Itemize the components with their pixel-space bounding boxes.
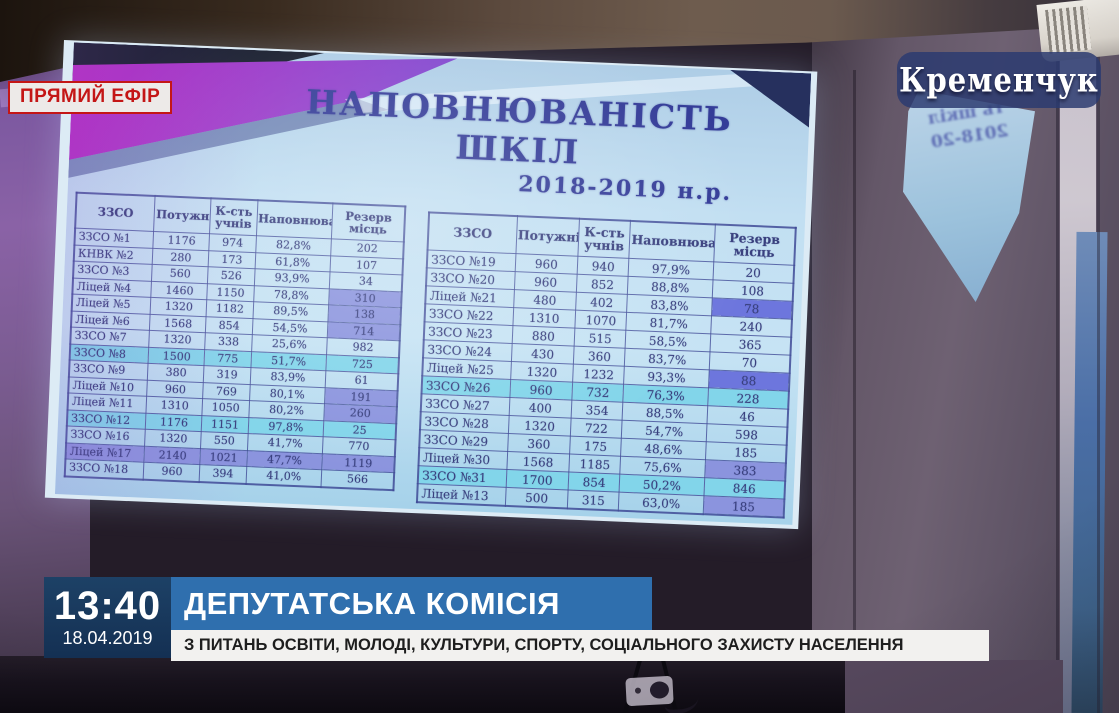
table-cell: 1070 xyxy=(574,310,627,331)
broadcast-date: 18.04.2019 xyxy=(62,627,153,648)
table-cell: 360 xyxy=(573,346,626,367)
column-header: Наповнюваність xyxy=(255,200,334,239)
presentation-slide: НАПОВНЮВАНІСТЬ ШКІЛ 2018-2019 н.р. ЗЗСО П… xyxy=(54,42,812,525)
table-cell: 974 xyxy=(209,233,256,253)
table-cell: 732 xyxy=(571,382,624,403)
table-cell: 550 xyxy=(200,431,248,451)
outlet-hole xyxy=(634,687,642,694)
table-cell: 41,0% xyxy=(245,466,322,487)
table-cell: 854 xyxy=(205,316,253,335)
lower-third-subtitle-bar: З ПИТАНЬ ОСВІТИ, МОЛОДІ, КУЛЬТУРИ, СПОРТ… xyxy=(171,630,989,661)
column-header: ЗЗСО xyxy=(75,192,156,232)
table-cell: 526 xyxy=(207,266,255,286)
column-header: ЗЗСО xyxy=(427,212,518,254)
school-name-cell: Ліцей №13 xyxy=(417,483,506,506)
window-curtain-strip xyxy=(1071,231,1108,713)
table-cell: 319 xyxy=(203,365,251,385)
broadcast-time: 13:40 xyxy=(53,583,162,628)
channel-logo: Кременчук xyxy=(897,52,1101,108)
school-name-cell: ЗЗСО №18 xyxy=(64,458,145,480)
room-bottom-shadow xyxy=(0,656,845,713)
column-header: К-сть учнів xyxy=(209,198,258,236)
table-cell: 940 xyxy=(577,256,630,277)
table-cell: 338 xyxy=(205,332,252,352)
lower-third-title-bar: ДЕПУТАТСЬКА КОМІСІЯ xyxy=(171,577,652,630)
wall-outlet xyxy=(625,675,700,713)
table-cell: 852 xyxy=(576,274,629,295)
column-header: Резерв місць xyxy=(713,224,796,266)
table-cell: 63,0% xyxy=(618,492,704,515)
wall-corner-line xyxy=(853,70,856,713)
table-cell: 566 xyxy=(321,469,395,490)
table-cell: 1182 xyxy=(206,299,254,319)
schools-table-left: ЗЗСО Потужність К-сть учнів Наповнюваність Р… xyxy=(63,191,407,491)
column-header: Потужність xyxy=(154,195,212,234)
table-cell: 1021 xyxy=(200,448,248,467)
time-date-box: 13:40 18.04.2019 xyxy=(44,577,171,658)
projector-vents xyxy=(1045,5,1092,54)
table-cell: 394 xyxy=(199,464,247,484)
table-cell: 960 xyxy=(143,462,201,482)
bottom-right-wall xyxy=(845,660,1063,713)
column-header: Резерв місць xyxy=(331,203,406,242)
table-cell: 315 xyxy=(567,490,620,511)
table-cell: 1050 xyxy=(202,398,250,418)
table-cell: 854 xyxy=(568,472,621,493)
table-cell: 185 xyxy=(702,495,785,518)
table-cell: 175 xyxy=(569,436,622,457)
table-cell: 1185 xyxy=(568,454,621,475)
table-cell: 515 xyxy=(574,328,627,349)
column-header: Потужність xyxy=(515,216,580,257)
table-cell: 354 xyxy=(571,400,624,421)
window-edge-line xyxy=(1097,0,1100,713)
table-cell: 402 xyxy=(575,292,628,313)
lower-third-subtitle: З ПИТАНЬ ОСВІТИ, МОЛОДІ, КУЛЬТУРИ, СПОРТ… xyxy=(184,636,904,654)
table-cell: 1151 xyxy=(201,415,249,434)
column-header: Наповнюваність xyxy=(629,220,716,262)
lower-third-title: ДЕПУТАТСЬКА КОМІСІЯ xyxy=(184,585,560,621)
tables-container: ЗЗСО Потужність К-сть учнів Наповнюваність Р… xyxy=(55,191,805,519)
live-badge: ПРЯМИЙ ЕФІР xyxy=(8,81,173,114)
table-cell: 1150 xyxy=(207,283,254,302)
window-edge-line xyxy=(1056,0,1059,713)
table-cell: 1232 xyxy=(572,364,625,385)
table-cell: 722 xyxy=(570,418,623,439)
table-cell: 173 xyxy=(208,250,256,269)
channel-logo-text: Кременчук xyxy=(899,60,1099,100)
column-header: К-сть учнів xyxy=(577,218,631,259)
schools-table-right: ЗЗСО Потужність К-сть учнів Наповнюваність Р… xyxy=(416,211,797,519)
table-cell: 500 xyxy=(505,487,569,509)
table-cell: 775 xyxy=(204,349,252,368)
table-cell: 769 xyxy=(203,382,250,401)
